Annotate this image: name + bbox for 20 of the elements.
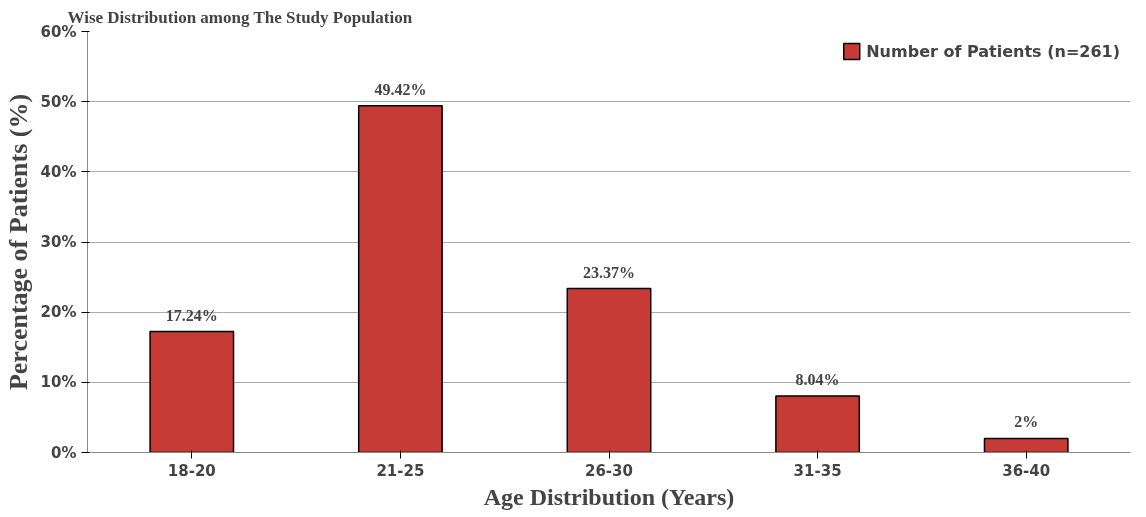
x-axis-title: Age Distribution (Years) — [483, 483, 735, 510]
y-tick-label: 40% — [40, 162, 77, 181]
data-label: 8.04% — [795, 371, 840, 389]
y-tick-label: 20% — [40, 303, 77, 322]
y-tick-label: 50% — [40, 92, 77, 111]
x-tick-label: 31-35 — [793, 461, 842, 480]
data-label: 23.37% — [583, 263, 635, 281]
y-tick-label: 60% — [40, 22, 77, 41]
y-tick-label: 30% — [40, 233, 77, 251]
y-tick-label: 0% — [51, 443, 77, 462]
x-tick-label: 36-40 — [1002, 461, 1051, 480]
y-tick-label: 10% — [40, 373, 77, 392]
y-axis-title: Percentage of Patients (%) — [3, 93, 33, 391]
x-tick-label: 18-20 — [167, 461, 216, 480]
data-label: 17.24% — [165, 306, 218, 324]
data-label: 2% — [1014, 413, 1039, 431]
legend-label: Number of Patients (n=261) — [866, 41, 1120, 61]
x-tick-label: 21-25 — [376, 461, 425, 480]
x-tick-label: 26-30 — [585, 461, 633, 480]
data-label: 49.42% — [374, 80, 427, 98]
